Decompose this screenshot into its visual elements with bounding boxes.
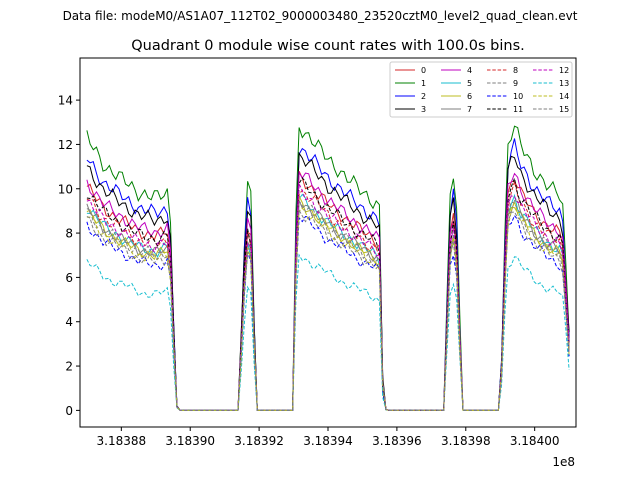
series-line-14 (86, 199, 570, 411)
legend-label-4: 4 (467, 66, 472, 75)
x-tick-label: 3.18400 (510, 434, 560, 448)
legend-label-15: 15 (559, 105, 569, 114)
y-tick-label: 4 (65, 315, 73, 329)
legend-label-9: 9 (513, 79, 518, 88)
legend-label-11: 11 (513, 105, 523, 114)
y-tick-label: 2 (65, 360, 73, 374)
series-line-2 (86, 138, 570, 411)
series-line-6 (86, 195, 570, 411)
series-layer (86, 125, 570, 411)
legend-label-13: 13 (559, 79, 569, 88)
x-tick-label: 3.18394 (303, 434, 353, 448)
x-tick-label: 3.18396 (372, 434, 422, 448)
x-tick-label: 3.18392 (234, 434, 284, 448)
series-line-0 (86, 170, 570, 411)
x-axis-offset-label: 1e8 (552, 455, 575, 469)
series-line-13 (86, 253, 570, 411)
legend-label-1: 1 (421, 79, 426, 88)
y-axis-ticks: 0 2 4 6 8 10 12 14 (58, 94, 80, 418)
series-line-7 (86, 199, 570, 411)
series-line-9 (86, 199, 570, 411)
legend-label-8: 8 (513, 66, 518, 75)
legend-box (389, 61, 573, 118)
x-axis-ticks: 3.18388 3.18390 3.18392 3.18394 3.18396 3.183… (97, 427, 560, 448)
series-line-4 (86, 170, 570, 411)
x-tick-label: 3.18390 (165, 434, 215, 448)
legend-label-10: 10 (513, 92, 523, 101)
y-tick-label: 6 (65, 271, 73, 285)
x-tick-label: 3.18388 (97, 434, 147, 448)
y-tick-label: 8 (65, 227, 73, 241)
chart-title: Quadrant 0 module wise count rates with … (131, 38, 525, 54)
x-tick-label: 3.18398 (441, 434, 491, 448)
series-line-11 (86, 176, 570, 411)
legend-label-7: 7 (467, 105, 472, 114)
y-tick-label: 12 (58, 138, 73, 152)
series-line-12 (86, 183, 570, 411)
y-tick-label: 14 (58, 94, 73, 108)
series-line-3 (86, 151, 570, 411)
legend-label-3: 3 (421, 105, 426, 114)
series-line-8 (86, 179, 570, 411)
plot-area-frame (79, 57, 577, 428)
legend-label-0: 0 (421, 66, 426, 75)
series-line-10 (86, 214, 570, 411)
legend-label-5: 5 (467, 79, 472, 88)
series-line-15 (86, 208, 570, 411)
y-tick-label: 10 (58, 182, 73, 196)
legend-label-6: 6 (467, 92, 472, 101)
chart-suptitle: Data file: modeM0/AS1A07_112T02_90000034… (63, 9, 578, 23)
legend-label-12: 12 (559, 66, 569, 75)
legend-label-2: 2 (421, 92, 426, 101)
y-tick-label: 0 (65, 404, 73, 418)
legend-label-14: 14 (559, 92, 569, 101)
